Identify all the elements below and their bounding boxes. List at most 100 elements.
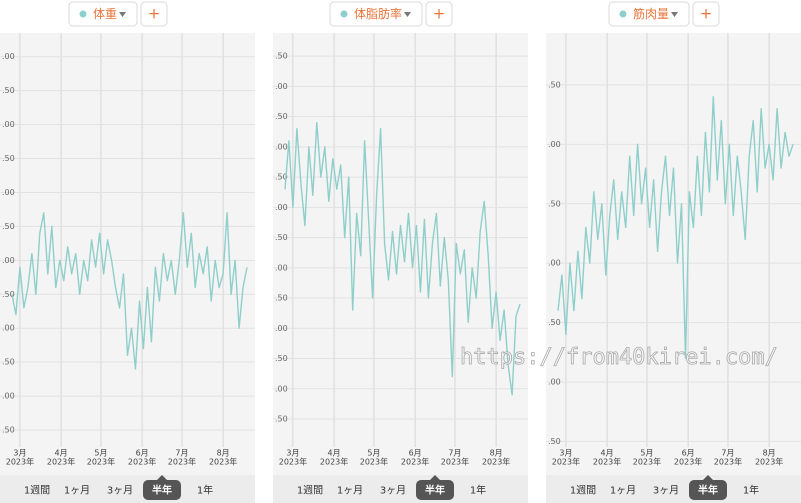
y-tick-label: .00 <box>2 52 15 61</box>
x-tick-year: 2023年 <box>87 457 115 467</box>
y-tick-label: .50 <box>548 437 561 446</box>
y-tick-label: .00 <box>548 378 561 387</box>
period-button[interactable]: 半年 <box>152 484 172 497</box>
plot <box>284 122 521 396</box>
period-button[interactable]: 3ヶ月 <box>107 485 133 497</box>
y-tick-label: .50 <box>548 199 561 208</box>
x-tick-year: 2023年 <box>279 457 307 467</box>
chart-bg <box>273 33 528 475</box>
period-button[interactable]: 1週間 <box>24 485 50 497</box>
dropdown-caret <box>404 12 411 17</box>
selected-pill[interactable] <box>416 480 454 500</box>
metric-dropdown[interactable]: 体重 <box>68 1 138 27</box>
x-tick-year: 2023年 <box>755 457 783 467</box>
add-button[interactable]: + <box>140 1 168 27</box>
x-tick-year: 2023年 <box>593 457 621 467</box>
dropdown-dot <box>619 10 627 18</box>
y-tick-label: .50 <box>2 86 15 95</box>
period-button[interactable]: 半年 <box>425 484 445 497</box>
x-tick-label: 6月 <box>409 449 422 458</box>
add-box[interactable] <box>140 1 168 27</box>
period-bar <box>273 475 528 503</box>
x-tick-year: 2023年 <box>482 457 510 467</box>
x-tick-year: 2023年 <box>168 457 196 467</box>
x-tick-label: 5月 <box>94 449 107 458</box>
x-tick-label: 3月 <box>286 449 299 458</box>
chart-bg <box>0 33 255 475</box>
y-tick-label: .50 <box>2 222 15 231</box>
y-tick-label: .50 <box>275 414 288 423</box>
add-box[interactable] <box>425 1 453 27</box>
add-button[interactable]: + <box>692 1 720 27</box>
y-tick-label: .50 <box>548 80 561 89</box>
period-button[interactable]: 半年 <box>698 484 718 497</box>
add-label: + <box>700 5 713 23</box>
y-tick-label: .00 <box>275 82 288 91</box>
y-tick-label: .00 <box>2 392 15 401</box>
plot <box>557 96 794 359</box>
metric-dropdown[interactable]: 筋肉量 <box>608 1 690 27</box>
y-tick-label: .50 <box>275 52 288 61</box>
y-tick-label: .50 <box>548 318 561 327</box>
selected-pointer <box>702 475 714 481</box>
y-tick-label: .00 <box>548 259 561 268</box>
panel: 3月2023年4月2023年5月2023年6月2023年7月2023年8月202… <box>546 0 801 503</box>
y-tick-label: .50 <box>2 290 15 299</box>
x-tick-label: 3月 <box>13 449 26 458</box>
selected-pill[interactable] <box>143 480 181 500</box>
period-button[interactable]: 1週間 <box>297 485 323 497</box>
metric-dropdown[interactable]: 体脂肪率 <box>329 1 423 27</box>
x-tick-label: 4月 <box>601 449 614 458</box>
x-tick-year: 2023年 <box>714 457 742 467</box>
watermark: https://from40kirei.com/ <box>460 345 778 370</box>
period-button[interactable]: 3ヶ月 <box>380 485 406 497</box>
x-tick-label: 5月 <box>640 449 653 458</box>
x-tick-label: 8月 <box>763 449 776 458</box>
x-tick-label: 4月 <box>328 449 341 458</box>
y-tick-label: .50 <box>275 112 288 121</box>
panel: 3月2023年4月2023年5月2023年6月2023年7月2023年8月202… <box>273 0 528 503</box>
dropdown-box[interactable] <box>608 1 690 27</box>
x-tick-label: 3月 <box>559 449 572 458</box>
add-button[interactable]: + <box>425 1 453 27</box>
x-tick-label: 8月 <box>217 449 230 458</box>
period-button[interactable]: 1ヶ月 <box>64 485 90 497</box>
add-label: + <box>433 5 446 23</box>
y-tick-label: .00 <box>275 203 288 212</box>
period-button[interactable]: 1ヶ月 <box>610 485 636 497</box>
period-button[interactable]: 1年 <box>197 484 213 497</box>
add-box[interactable] <box>692 1 720 27</box>
period-button[interactable]: 1年 <box>470 484 486 497</box>
period-button[interactable]: 1ヶ月 <box>337 485 363 497</box>
y-tick-label: .00 <box>275 263 288 272</box>
y-tick-label: .00 <box>2 188 15 197</box>
x-tick-label: 6月 <box>136 449 149 458</box>
data-line <box>284 122 521 396</box>
panel: 3月2023年4月2023年5月2023年6月2023年7月2023年8月202… <box>0 0 255 503</box>
dropdown-box[interactable] <box>329 1 423 27</box>
period-button[interactable]: 3ヶ月 <box>653 485 679 497</box>
y-tick-label: .00 <box>275 142 288 151</box>
y-tick-label: .50 <box>2 426 15 435</box>
y-tick-label: .50 <box>275 294 288 303</box>
dropdown-dot <box>340 10 348 18</box>
x-tick-year: 2023年 <box>47 457 75 467</box>
period-button[interactable]: 1週間 <box>570 485 596 497</box>
period-button[interactable]: 1年 <box>743 484 759 497</box>
dropdown-caret <box>119 12 126 17</box>
selected-pointer <box>429 475 441 481</box>
x-tick-label: 6月 <box>682 449 695 458</box>
y-tick-label: .50 <box>2 154 15 163</box>
plot <box>11 212 248 370</box>
dropdown-dot <box>79 10 87 18</box>
dropdown-box[interactable] <box>68 1 138 27</box>
selected-pill[interactable] <box>689 480 727 500</box>
x-tick-year: 2023年 <box>633 457 661 467</box>
y-tick-label: .50 <box>2 358 15 367</box>
x-tick-year: 2023年 <box>360 457 388 467</box>
x-tick-year: 2023年 <box>320 457 348 467</box>
x-tick-year: 2023年 <box>552 457 580 467</box>
x-tick-label: 7月 <box>448 449 461 458</box>
